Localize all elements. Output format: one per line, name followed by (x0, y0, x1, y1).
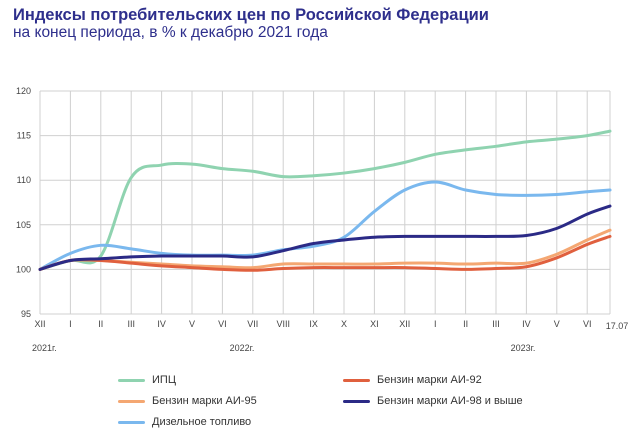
x-tick-label: XI (370, 319, 379, 329)
x-tick-label: VII (247, 319, 258, 329)
x-tick-label: 17.07 (606, 321, 629, 331)
x-tick-label: III (492, 319, 500, 329)
legend-label: Бензин марки АИ-98 и выше (377, 395, 523, 407)
legend-item-diesel: Дизельное топливо (118, 416, 251, 428)
y-tick-label: 120 (16, 86, 31, 96)
x-tick-label: VI (583, 319, 592, 329)
year-label: 2022г. (230, 343, 255, 353)
legend-item-ai95: Бензин марки АИ-95 (118, 395, 257, 407)
x-tick-label: V (554, 319, 560, 329)
x-tick-label: VI (218, 319, 227, 329)
y-tick-label: 115 (17, 131, 31, 141)
year-label: 2021г. (32, 343, 57, 353)
chart-subtitle: на конец периода, в % к декабрю 2021 год… (13, 24, 328, 41)
year-label: 2023г. (511, 343, 536, 353)
y-tick-label: 100 (16, 264, 31, 274)
x-tick-label: I (69, 319, 72, 329)
x-tick-label: IX (309, 319, 318, 329)
x-tick-label: VIII (276, 319, 290, 329)
legend-swatch (343, 399, 370, 403)
x-tick-label: II (98, 319, 103, 329)
legend-swatch (118, 378, 145, 382)
legend-swatch (118, 420, 145, 424)
legend-label: Дизельное топливо (152, 416, 252, 428)
x-tick-label: XII (34, 319, 45, 329)
legend-swatch (118, 399, 145, 403)
x-tick-label: I (434, 319, 437, 329)
series-line-4 (38, 204, 612, 271)
legend-item-ai98: Бензин марки АИ-98 и выше (343, 395, 523, 407)
legend-item-ai92: Бензин марки АИ-92 (343, 374, 482, 386)
x-tick-label: IV (522, 319, 531, 329)
y-tick-label: 110 (17, 175, 31, 185)
x-tick-label: IV (157, 319, 166, 329)
x-tick-label: XII (399, 319, 410, 329)
x-tick-label: V (189, 319, 195, 329)
y-tick-label: 95 (21, 309, 31, 319)
x-tick-label: III (127, 319, 135, 329)
x-tick-label: X (341, 319, 347, 329)
legend-label: ИПЦ (152, 374, 176, 386)
x-tick-label: II (463, 319, 468, 329)
y-tick-label: 105 (16, 220, 31, 230)
legend-swatch (343, 378, 370, 382)
legend-label: Бензин марки АИ-92 (377, 374, 482, 386)
series-line-1 (38, 180, 612, 271)
series-line-3 (38, 234, 612, 272)
legend-item-cpi: ИПЦ (118, 374, 176, 386)
legend-label: Бензин марки АИ-95 (152, 395, 257, 407)
chart-title: Индексы потребительских цен по Российско… (13, 6, 489, 24)
